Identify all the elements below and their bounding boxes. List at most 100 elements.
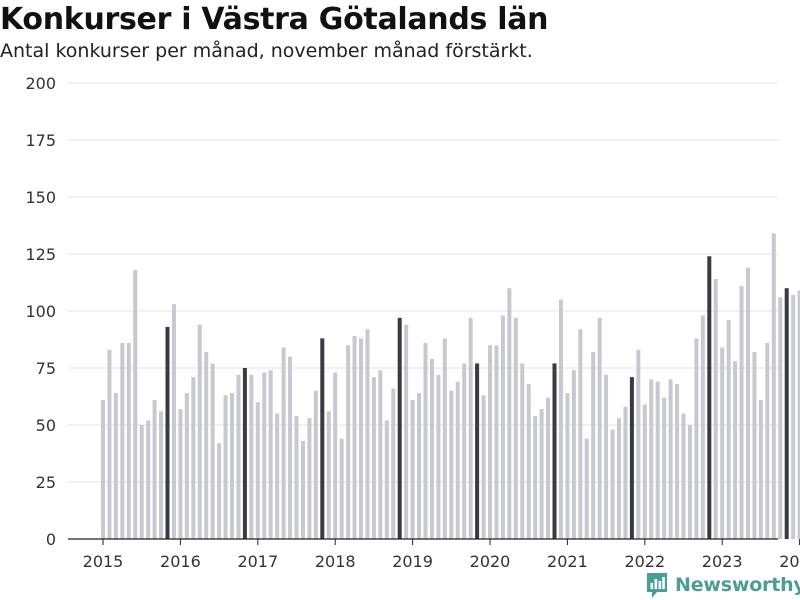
y-tick-label: 0 [46,530,56,549]
bar-2015-12 [171,304,176,539]
bar-2022-10 [700,315,705,539]
x-tick-label: 2017 [237,552,278,571]
bar-2022-08 [687,425,692,539]
bar-2015-04 [120,342,125,539]
bar-2016-12 [249,374,254,539]
bar-2020-02 [494,345,499,539]
bar-2022-05 [668,379,673,539]
x-tick-label: 2016 [160,552,201,571]
bar-2021-03 [578,329,583,539]
bar-2019-02 [417,393,422,539]
bar-2018-06 [365,329,370,539]
bar-2022-03 [655,381,660,539]
bar-2019-03 [423,342,428,539]
bar-2017-11 [320,338,325,539]
bar-2016-06 [210,363,215,539]
bar-2020-08 [533,415,538,539]
bar-2017-03 [268,370,273,539]
bar-2015-07 [139,425,144,539]
y-tick-label: 200 [25,74,56,93]
bar-2021-09 [617,418,621,539]
bar-2020-04 [507,288,512,539]
bar-2015-09 [152,399,157,539]
bar-2016-11 [242,368,247,539]
bar-2018-10 [391,388,396,539]
y-tick-label: 100 [25,302,56,321]
x-axis-ticks: 2015 2016 2017 2018 2019 2020 2021 2022 2023 2024 [83,539,800,571]
bar-2019-05 [436,374,441,539]
bar-2024-01 [797,290,800,539]
bar-2021-02 [571,370,576,539]
bar-2019-07 [449,390,454,539]
bar-2018-03 [346,345,351,539]
x-tick-label: 2022 [624,552,665,571]
bar-2016-10 [236,374,241,539]
bar-2020-10 [546,397,551,539]
bar-2017-04 [275,413,280,539]
bar-2020-11 [552,363,557,539]
x-tick-label: 2024 [779,552,800,571]
bar-2023-04 [739,285,744,539]
bar-2019-12 [481,395,486,539]
bar-2021-11 [629,377,634,539]
bar-2021-04 [584,438,589,539]
bar-2020-12 [558,299,563,539]
bar-2022-07 [681,413,686,539]
bar-2018-02 [339,438,344,539]
chart-title: Konkurser i Västra Götalands län [0,2,549,37]
bar-2018-01 [333,372,338,539]
bar-2015-02 [107,349,112,539]
x-tick-label: 2019 [392,552,433,571]
y-tick-label: 75 [36,359,56,378]
bar-2016-04 [197,324,202,539]
bar-2020-09 [539,409,544,539]
chart-subtitle: Antal konkurser per månad, november måna… [0,40,533,62]
brand-logo: Newsworthy [645,571,800,599]
bar-2015-11 [165,326,170,539]
x-tick-label: 2023 [702,552,743,571]
bar-2019-08 [455,381,460,539]
bar-2016-09 [230,393,234,539]
bar-2023-03 [733,361,738,539]
bar-2015-01 [101,399,105,539]
x-tick-label: 2015 [83,552,124,571]
bar-2017-05 [281,347,286,539]
bar-2016-01 [178,409,183,539]
bar-2019-09 [462,363,467,539]
x-tick-label: 2020 [470,552,511,571]
x-tick-label: 2018 [315,552,356,571]
bar-2016-03 [191,377,196,539]
y-tick-label: 125 [25,245,56,264]
bar-2023-02 [726,320,731,539]
bar-2021-07 [604,374,609,539]
bar-2016-07 [217,443,222,539]
bar-2022-02 [649,379,654,539]
bar-2018-11 [397,317,402,539]
bar-2019-10 [468,317,473,539]
bar-2022-11 [707,256,712,539]
bar-2022-01 [642,404,647,539]
bar-2023-10 [778,297,783,539]
bar-2020-03 [500,315,505,539]
bar-2020-05 [513,317,518,539]
bar-2015-05 [126,342,131,539]
bar-2016-05 [204,352,209,539]
bar-2023-12 [791,295,796,539]
bar-2021-12 [636,349,641,539]
bar-2023-11 [784,288,789,539]
bar-2017-09 [307,418,312,539]
bar-2023-06 [752,352,757,539]
y-tick-label: 50 [36,416,56,435]
bar-chart-logo-icon [647,573,667,598]
bar-2018-08 [378,370,383,539]
bar-2016-02 [184,393,189,539]
y-axis-ticks: 0 25 50 75 100 125 150 175 200 [25,74,56,549]
bar-2015-10 [159,411,164,539]
bar-2019-11 [475,363,480,539]
bar-2015-08 [146,420,151,539]
bar-2023-01 [720,347,725,539]
bar-2019-06 [442,338,447,539]
bar-2017-07 [294,415,299,539]
bar-2021-01 [565,393,570,539]
bar-2022-06 [675,383,680,539]
